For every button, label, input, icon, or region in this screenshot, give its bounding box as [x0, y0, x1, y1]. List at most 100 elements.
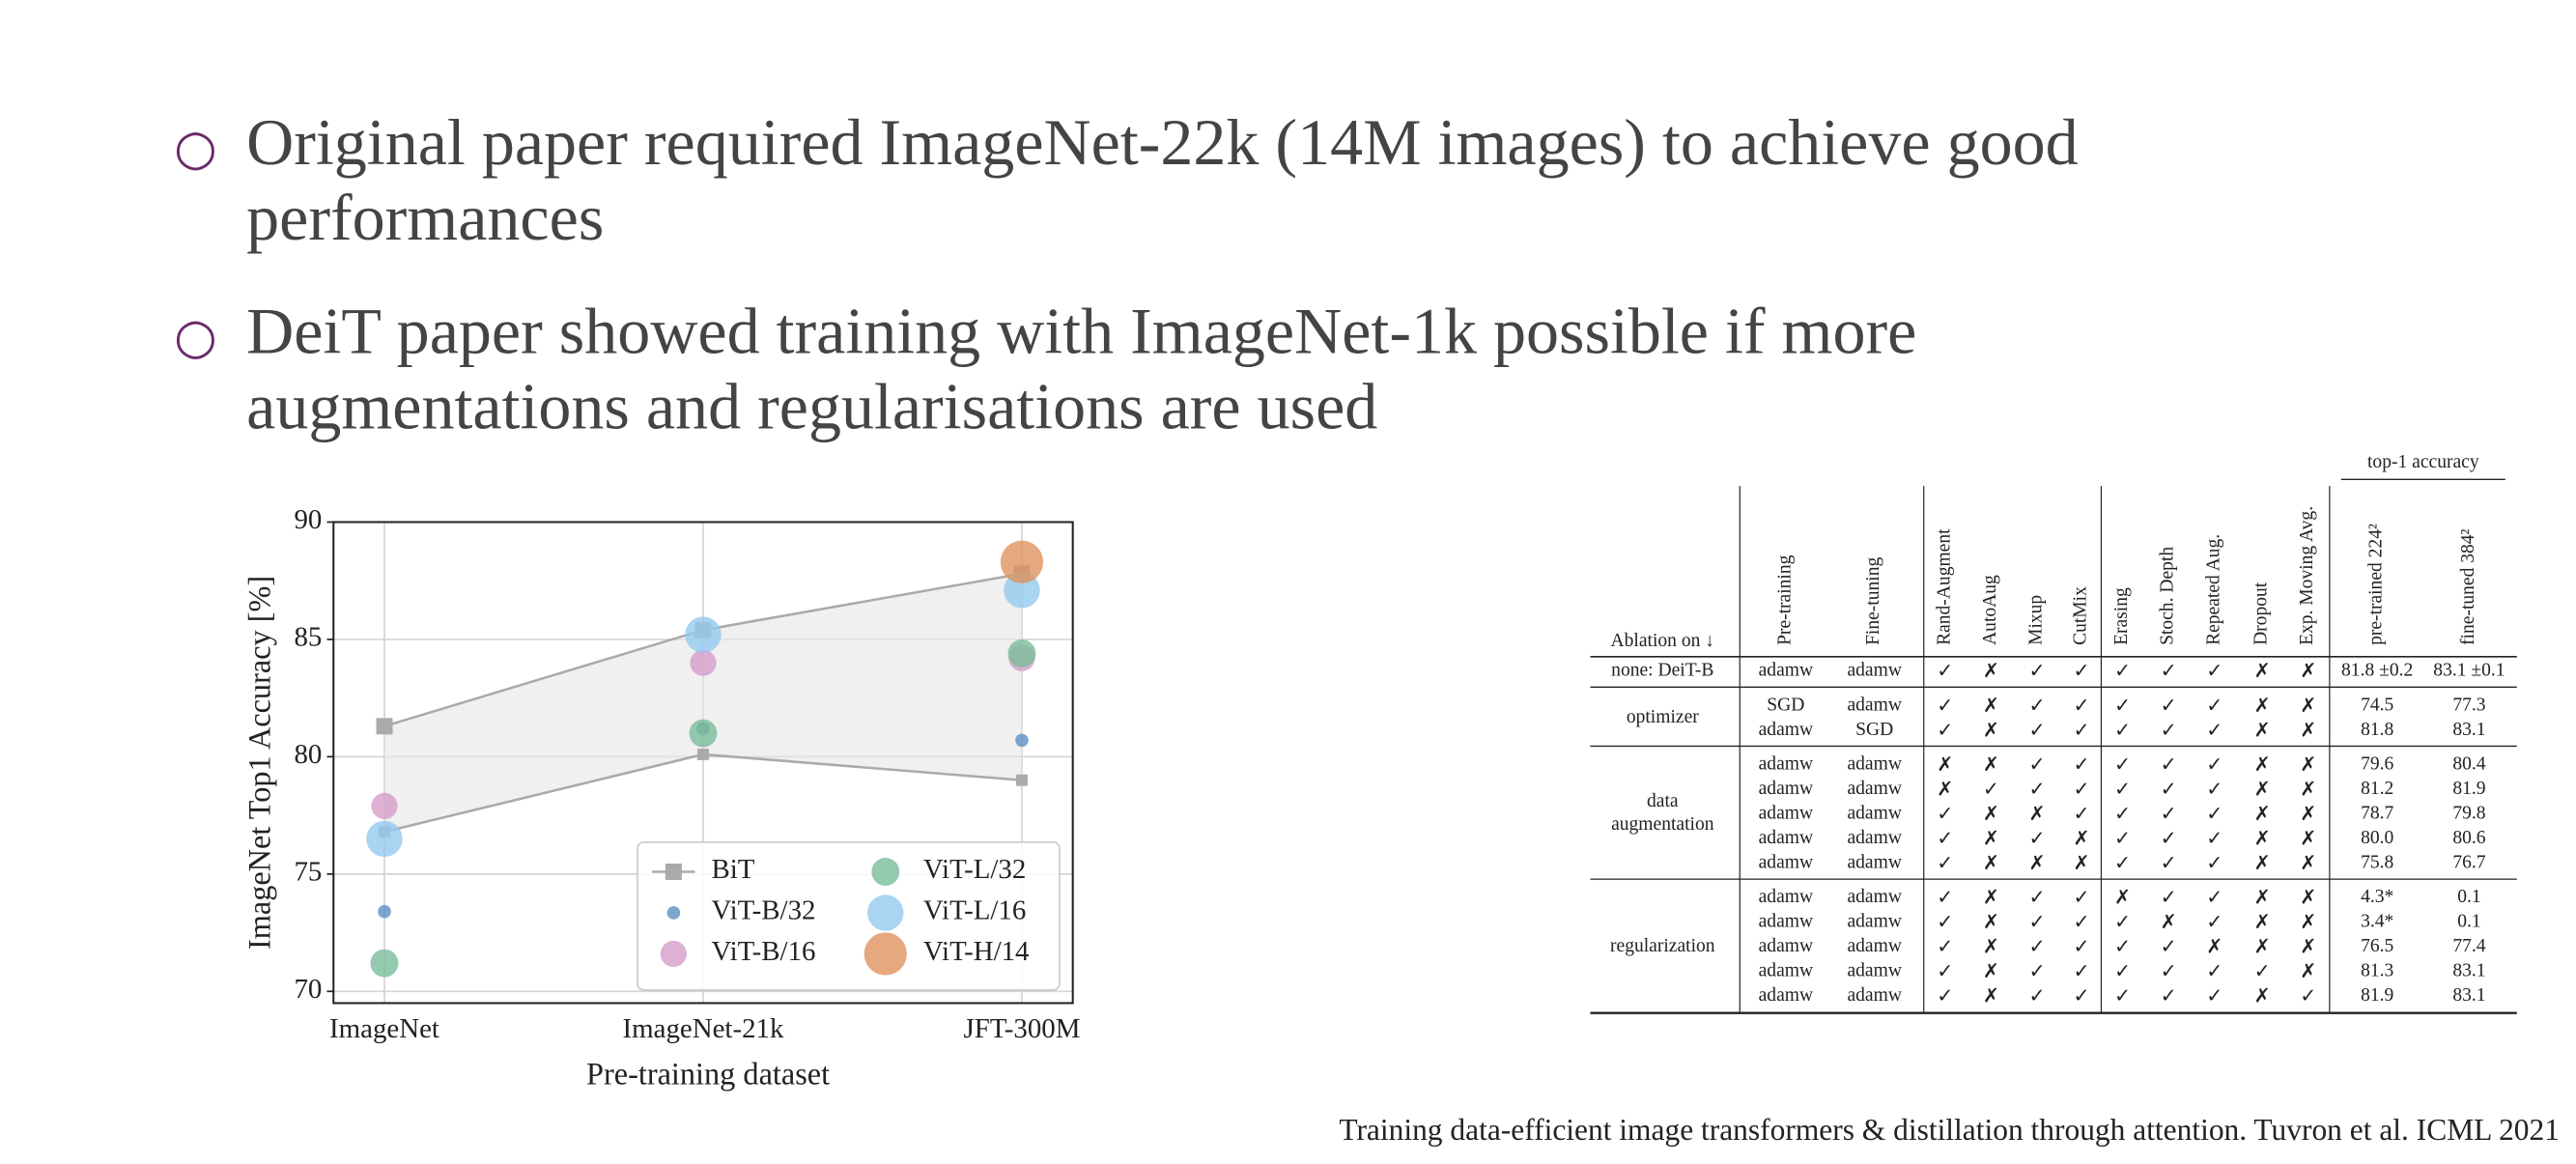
table-cell: ✓	[2161, 778, 2177, 801]
table-cell: ✓	[2029, 935, 2046, 958]
table-cell: ✓	[1937, 694, 1953, 717]
y-tick-label: 80	[294, 739, 322, 770]
table-cell: ✓	[2073, 935, 2089, 958]
table-cell: ✓	[2206, 778, 2222, 801]
table-cell: ✓	[2029, 659, 2046, 682]
bullet-marker: ○	[174, 120, 217, 177]
table-cell: ✓	[2161, 826, 2177, 849]
table-cell: ✗	[2161, 910, 2177, 933]
bullet-text: DeiT paper showed training with ImageNet…	[246, 294, 1916, 367]
table-cell: ✗	[2254, 802, 2271, 825]
legend-label: ViT-H/14	[923, 936, 1030, 967]
table-cell: ✓	[2206, 984, 2222, 1008]
column-header: Ablation on ↓	[1611, 631, 1715, 651]
table-cell: ✓	[2029, 752, 2046, 776]
table-cell: 0.1	[2457, 887, 2480, 907]
table-cell: ✗	[1983, 910, 1999, 933]
y-tick-label: 75	[294, 856, 322, 887]
table-cell: ✓	[2206, 910, 2222, 933]
table-cell: adamw	[1759, 720, 1814, 740]
table-cell: ✗	[1983, 935, 1999, 958]
table-cell: adamw	[1847, 852, 1902, 872]
legend-marker	[867, 894, 904, 931]
table-cell: ✓	[1937, 802, 1953, 825]
table-cell: ✓	[2029, 718, 2046, 741]
column-header: fine-tuned 384²	[2458, 528, 2478, 644]
table-cell: ✗	[2254, 778, 2271, 801]
table-cell: ✓	[2206, 802, 2222, 825]
citation: Training data-efficient image transforme…	[1339, 1113, 2560, 1147]
group-label-line: data	[1647, 792, 1679, 812]
table-cell: adamw	[1759, 828, 1814, 848]
bullet-marker: ○	[174, 308, 217, 365]
point	[371, 792, 398, 819]
table-cell: adamw	[1759, 753, 1814, 774]
table-cell: ✗	[2300, 826, 2316, 849]
point	[1007, 639, 1036, 667]
column-header: AutoAug	[1980, 575, 2000, 645]
table-cell: adamw	[1759, 661, 1814, 681]
table-cell: adamw	[1759, 779, 1814, 799]
point	[1000, 540, 1044, 583]
table-cell: adamw	[1847, 779, 1902, 799]
table-cell: ✓	[2206, 718, 2222, 741]
table-cell: adamw	[1759, 803, 1814, 823]
table-cell: 3.4*	[2361, 912, 2393, 932]
table-cell: ✗	[1983, 826, 1999, 849]
table-cell: adamw	[1759, 887, 1814, 907]
table-cell: ✗	[1983, 984, 1999, 1008]
table-cell: ✗	[2254, 694, 2271, 717]
table-cell: ✗	[1937, 752, 1953, 776]
table-cell: ✗	[2254, 910, 2271, 933]
table-cell: ✓	[2073, 802, 2089, 825]
table-cell: adamw	[1847, 985, 1902, 1006]
point	[689, 719, 718, 748]
table-cell: 83.1	[2452, 985, 2485, 1006]
table-cell: ✓	[2254, 959, 2271, 982]
table-cell: ✗	[2300, 851, 2316, 874]
table-cell: 4.3*	[2361, 887, 2393, 907]
table-cell: ✓	[2114, 959, 2131, 982]
table-cell: adamw	[1847, 936, 1902, 956]
table-cell: ✓	[1937, 659, 1953, 682]
table-cell: ✗	[2254, 659, 2271, 682]
table-cell: 78.7	[2361, 803, 2393, 823]
table-cell: ✗	[1983, 752, 1999, 776]
table-cell: ✗	[1983, 718, 1999, 741]
table-cell: ✗	[2254, 752, 2271, 776]
column-header: Mixup	[2026, 595, 2047, 645]
x-tick-label: JFT-300M	[963, 1013, 1080, 1044]
table-cell: 74.5	[2361, 695, 2393, 715]
table-cell: adamw	[1847, 887, 1902, 907]
table-cell: ✓	[2073, 959, 2089, 982]
table-cell: ✗	[2254, 935, 2271, 958]
column-header: pre-trained 224²	[2366, 524, 2387, 645]
table-cell: ✗	[2300, 802, 2316, 825]
table-cell: ✓	[2114, 802, 2131, 825]
table-cell: adamw	[1847, 961, 1902, 981]
table-cell: ✓	[2300, 984, 2316, 1008]
table-cell: ✗	[1983, 886, 1999, 909]
table-cell: ✓	[2161, 802, 2177, 825]
table-cell: ✗	[1983, 694, 1999, 717]
table-cell: ✗	[1983, 959, 1999, 982]
legend-marker	[665, 863, 682, 880]
table-cell: ✗	[2254, 718, 2271, 741]
table-cell: ✓	[2114, 718, 2131, 741]
x-tick-label: ImageNet-21k	[623, 1013, 784, 1044]
table-cell: ✓	[2114, 826, 2131, 849]
table-cell: ✗	[2300, 694, 2316, 717]
table-cell: ✓	[2073, 910, 2089, 933]
table-cell: ✗	[2300, 659, 2316, 682]
table-cell: ✓	[2073, 718, 2089, 741]
table-cell: adamw	[1847, 912, 1902, 932]
point	[366, 820, 403, 858]
table-cell: adamw	[1847, 828, 1902, 848]
column-header: Repeated Aug.	[2203, 534, 2223, 645]
table-cell: adamw	[1847, 695, 1902, 715]
table-cell: ✓	[2029, 984, 2046, 1008]
table-cell: ✓	[2073, 778, 2089, 801]
table-cell: ✗	[2254, 851, 2271, 874]
table-cell: ✓	[1937, 959, 1953, 982]
